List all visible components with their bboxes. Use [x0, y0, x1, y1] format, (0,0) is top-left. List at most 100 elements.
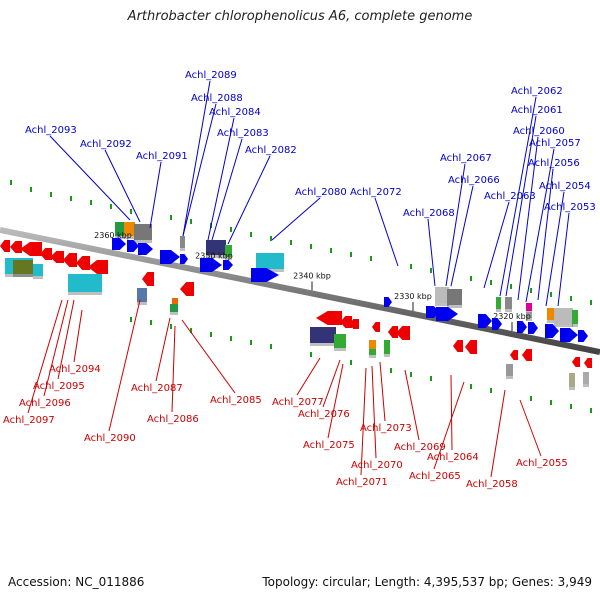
feature-block — [506, 364, 513, 376]
scale-tick-label: 2360 kbp — [94, 231, 132, 240]
gc-mark — [570, 296, 572, 301]
feature-block-shadow — [506, 376, 513, 379]
leader-line-bottom — [360, 367, 367, 476]
feature-block — [33, 264, 43, 276]
feature-block — [547, 308, 555, 320]
gene-label-top: Achl_2057 — [529, 138, 581, 149]
gc-mark — [310, 352, 312, 357]
reverse-gene-arrow — [340, 316, 352, 328]
leader-line-top — [537, 168, 554, 301]
leader-line-top — [49, 135, 131, 221]
leader-line-bottom — [43, 299, 69, 397]
feature-block-shadow — [572, 324, 578, 327]
gene-label-bottom: Achl_2094 — [49, 364, 101, 375]
feature-block — [526, 303, 532, 311]
reverse-gene-arrow — [465, 340, 477, 354]
reverse-gene-arrow — [316, 311, 342, 325]
gc-mark — [310, 244, 312, 249]
feature-block — [526, 312, 532, 318]
gene-label-bottom: Achl_2055 — [516, 458, 568, 469]
feature-block-shadow — [115, 236, 125, 239]
reverse-gene-arrow — [453, 340, 463, 352]
feature-block — [384, 340, 390, 354]
accession-label: Accession: NC_011886 — [8, 575, 145, 589]
leader-line-top — [505, 115, 537, 297]
feature-block-shadow — [547, 320, 555, 323]
forward-gene-arrow — [545, 324, 559, 338]
feature-block — [554, 308, 573, 324]
gc-mark — [30, 187, 32, 192]
gene-label-bottom: Achl_2087 — [131, 383, 183, 394]
leader-line-top — [545, 191, 565, 307]
leader-line-bottom — [108, 299, 141, 432]
feature-block — [369, 349, 376, 355]
gene-label-top: Achl_2080 — [295, 187, 347, 198]
gc-mark — [350, 360, 352, 365]
leader-line-top — [499, 96, 537, 297]
leader-line-bottom — [296, 357, 321, 396]
gc-mark — [430, 376, 432, 381]
gc-mark — [590, 300, 592, 305]
leader-line-top — [271, 197, 321, 241]
gene-arrows — [0, 238, 592, 368]
gene-label-bottom: Achl_2070 — [351, 460, 403, 471]
leader-line-top — [525, 148, 555, 303]
leader-line-bottom — [27, 299, 63, 414]
gc-mark — [290, 240, 292, 245]
feature-block — [172, 298, 178, 308]
gene-label-top: Achl_2082 — [245, 145, 297, 156]
gene-label-bottom: Achl_2076 — [298, 409, 350, 420]
scale-tick-label: 2320 kbp — [493, 312, 531, 321]
gene-label-bottom: Achl_2095 — [33, 381, 85, 392]
gc-mark — [150, 320, 152, 325]
leader-line-top — [374, 197, 399, 267]
feature-block — [225, 245, 232, 257]
scale-tick-label: 2350 kbp — [195, 252, 233, 261]
leader-line-top — [450, 185, 474, 287]
gc-mark — [70, 196, 72, 201]
gene-label-top: Achl_2088 — [191, 93, 243, 104]
gc-mark — [170, 215, 172, 220]
gc-mark — [410, 264, 412, 269]
leader-line-top — [104, 149, 141, 223]
feature-block — [115, 222, 125, 236]
gc-mark — [50, 192, 52, 197]
feature-block — [256, 253, 284, 269]
gc-mark — [270, 236, 272, 241]
reverse-gene-arrow — [10, 241, 22, 253]
reverse-gene-arrow — [50, 251, 64, 263]
gc-mark — [270, 344, 272, 349]
gc-mark — [490, 388, 492, 393]
reverse-gene-arrow — [180, 282, 194, 296]
gc-mark — [210, 332, 212, 337]
reverse-gene-arrow — [584, 358, 592, 368]
feature-block — [572, 310, 578, 324]
genome-summary: Topology: circular; Length: 4,395,537 bp… — [262, 575, 592, 589]
feature-block-shadow — [369, 355, 376, 358]
feature-block-shadow — [569, 387, 575, 390]
feature-block-shadow — [554, 324, 573, 327]
gc-marker-track — [10, 180, 592, 413]
gc-mark — [190, 219, 192, 224]
feature-block-shadow — [180, 248, 185, 251]
gc-mark — [510, 284, 512, 289]
forward-gene-arrow — [436, 307, 458, 321]
feature-block — [369, 340, 376, 350]
reverse-gene-arrow — [142, 272, 154, 286]
gene-label-top: Achl_2060 — [513, 126, 565, 137]
leader-line-top — [211, 138, 243, 241]
feature-block — [206, 240, 226, 255]
gene-label-top: Achl_2068 — [403, 208, 455, 219]
leader-line-bottom — [322, 359, 341, 408]
scale-ticks: 2360 kbp 2350 kbp 2340 kbp 2330 kbp 2320 kbp — [94, 231, 531, 332]
leader-line-bottom — [404, 369, 420, 441]
forward-gene-arrow — [180, 254, 188, 264]
feature-block-shadow — [5, 274, 33, 277]
forward-gene-arrow — [112, 238, 126, 250]
feature-block-shadow — [447, 305, 462, 308]
gene-label-bottom: Achl_2071 — [336, 477, 388, 488]
reverse-gene-arrow — [349, 319, 359, 329]
leader-line-bottom — [73, 309, 83, 363]
feature-block-shadow — [496, 309, 501, 312]
forward-gene-arrow — [517, 321, 527, 333]
